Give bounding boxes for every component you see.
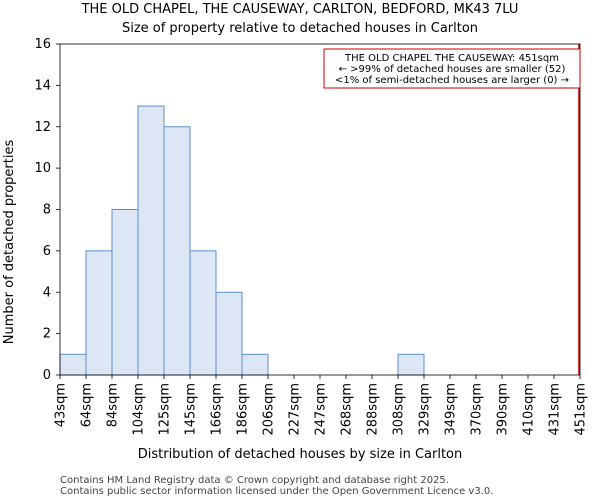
bar-125sqm [163,126,191,376]
x-tick-label: 390sqm [496,383,511,436]
x-tick-label: 166sqm [210,383,225,436]
y-tick-label: 12 [34,120,51,135]
x-tick-label: 227sqm [288,383,303,436]
x-tick-label: 288sqm [366,383,381,436]
bar-84sqm [111,209,139,376]
footer-line-2: Contains public sector information licen… [60,486,493,497]
y-tick-label: 8 [43,203,51,218]
footer-line-1: Contains HM Land Registry data © Crown c… [60,475,449,486]
x-tick-label: 104sqm [132,383,147,436]
x-tick-label: 84sqm [106,383,121,427]
chart-title: THE OLD CHAPEL, THE CAUSEWAY, CARLTON, B… [81,2,519,17]
x-tick-label: 329sqm [418,383,433,436]
bar-104sqm [137,105,165,376]
y-tick-label: 2 [43,327,51,342]
annotation-line-1: THE OLD CHAPEL THE CAUSEWAY: 451sqm [344,53,559,64]
x-tick-label: 43sqm [54,383,69,427]
y-tick-label: 10 [34,161,51,176]
chart-subtitle: Size of property relative to detached ho… [122,21,478,36]
x-tick-label: 247sqm [314,383,329,436]
annotation-line-2: ← >99% of detached houses are smaller (5… [339,64,566,75]
x-axis-label: Distribution of detached houses by size … [138,447,463,462]
bars [59,105,425,376]
bar-308sqm [397,353,425,376]
bar-64sqm [85,250,113,376]
x-tick-label: 268sqm [340,383,355,436]
x-tick-label: 431sqm [548,383,563,436]
annotation-line-3: <1% of semi-detached houses are larger (… [335,75,569,86]
x-tick-label: 410sqm [522,383,537,436]
x-tick-label: 206sqm [262,383,277,436]
y-tick-label: 6 [43,244,51,259]
bar-166sqm [215,291,243,376]
x-tick-label: 308sqm [392,383,407,436]
x-tick-label: 349sqm [444,383,459,436]
annotation-box: THE OLD CHAPEL THE CAUSEWAY: 451sqm ← >9… [323,48,581,89]
annotation-frame [323,48,581,89]
x-tick-label: 145sqm [184,383,199,436]
x-axis: 43sqm 64sqm 84sqm 104sqm 125sqm 145sqm 166sqm 1… [54,375,589,436]
y-tick-label: 0 [43,368,51,383]
y-tick-label: 14 [34,78,51,93]
x-tick-label: 64sqm [80,383,95,427]
x-tick-label: 451sqm [574,383,589,436]
bar-43sqm [59,353,87,376]
x-tick-label: 186sqm [236,383,251,436]
bar-145sqm [189,250,217,376]
x-tick-label: 370sqm [470,383,485,436]
y-tick-label: 16 [34,37,51,52]
y-axis-label: Number of detached properties [2,140,17,345]
plot-frame [59,43,581,376]
y-axis: 0 2 4 6 8 10 12 14 16 [34,37,60,383]
x-tick-label: 125sqm [158,383,173,436]
bar-186sqm [241,353,269,376]
y-tick-label: 4 [43,285,51,300]
